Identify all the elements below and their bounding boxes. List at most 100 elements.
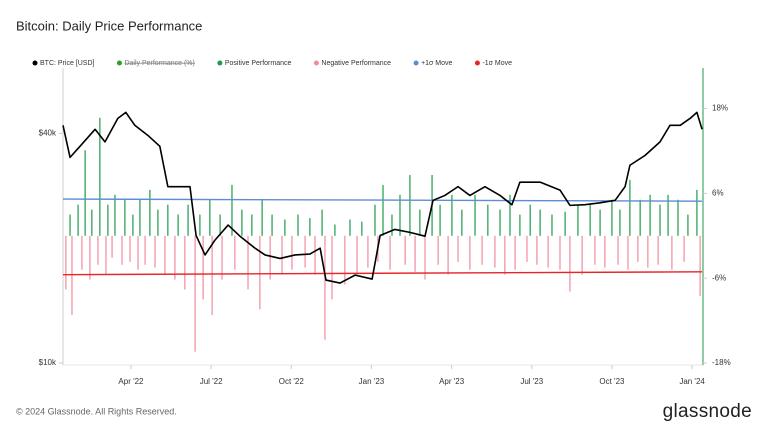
- y2-tick-label: -18%: [712, 358, 731, 367]
- performance-bar: [334, 224, 336, 236]
- copyright: © 2024 Glassnode. All Rights Reserved.: [16, 406, 177, 416]
- performance-bar: [71, 235, 73, 315]
- performance-bar: [84, 150, 86, 236]
- performance-bar: [529, 204, 531, 236]
- performance-bar: [65, 235, 67, 290]
- performance-bar: [199, 214, 201, 236]
- performance-bar: [174, 235, 176, 280]
- performance-bar: [97, 235, 99, 265]
- performance-bar: [309, 218, 311, 236]
- performance-bar: [564, 211, 566, 236]
- performance-bar: [494, 235, 496, 268]
- performance-bar: [77, 204, 79, 236]
- performance-bar: [382, 184, 384, 236]
- performance-bar: [231, 184, 233, 236]
- performance-bar: [424, 235, 426, 280]
- performance-bar: [487, 204, 489, 236]
- performance-bar: [569, 235, 571, 292]
- performance-bar: [611, 199, 613, 236]
- performance-bar: [297, 214, 299, 236]
- performance-bar: [457, 235, 459, 262]
- performance-bar: [324, 235, 326, 340]
- legend-marker: [217, 60, 223, 66]
- performance-bar: [139, 199, 141, 236]
- price-line: [62, 111, 703, 284]
- performance-bar: [639, 199, 641, 236]
- performance-bar: [105, 235, 107, 275]
- performance-bar: [111, 235, 113, 258]
- performance-bar: [209, 199, 211, 236]
- performance-bar: [414, 235, 416, 272]
- performance-bar: [526, 235, 528, 262]
- performance-bar: [469, 235, 471, 270]
- y2-tick-label: 6%: [712, 188, 724, 197]
- performance-bar: [594, 235, 596, 265]
- legend-label: BTC: Price [USD]: [40, 60, 95, 67]
- performance-bar: [637, 235, 639, 262]
- chart-title: Bitcoin: Daily Price Performance: [16, 18, 202, 33]
- performance-bar: [344, 235, 346, 285]
- performance-bar: [184, 235, 186, 290]
- performance-bar: [439, 204, 441, 236]
- performance-bar: [617, 235, 619, 265]
- performance-bar: [149, 189, 151, 236]
- performance-bar: [81, 235, 83, 270]
- performance-bar: [599, 209, 601, 236]
- performance-bar: [154, 235, 156, 268]
- x-tick-label: Oct '22: [279, 377, 305, 386]
- performance-bar: [251, 214, 253, 236]
- performance-bar: [499, 209, 501, 236]
- performance-bar: [202, 235, 204, 300]
- performance-bar: [551, 214, 553, 236]
- performance-bar: [447, 235, 449, 275]
- performance-bar: [671, 235, 673, 270]
- performance-bar: [114, 194, 116, 236]
- performance-bar: [167, 204, 169, 236]
- performance-bar: [349, 219, 351, 236]
- performance-bar: [331, 235, 333, 300]
- performance-bar: [409, 175, 411, 236]
- performance-bar: [269, 235, 271, 280]
- performance-bar: [259, 235, 261, 310]
- performance-bar: [399, 194, 401, 236]
- performance-bar: [164, 235, 166, 275]
- performance-bar: [519, 214, 521, 236]
- y-tick-label: $10k: [39, 358, 57, 367]
- performance-bar: [374, 204, 376, 236]
- performance-bar: [129, 235, 131, 262]
- performance-bar: [589, 204, 591, 236]
- y2-tick-label: 18%: [712, 104, 728, 113]
- performance-bar: [619, 209, 621, 236]
- performance-bar: [356, 235, 358, 275]
- performance-bar: [536, 235, 538, 265]
- performance-bar: [481, 235, 483, 265]
- performance-bar: [247, 235, 249, 290]
- performance-bar: [89, 235, 91, 280]
- performance-bar: [677, 199, 679, 236]
- x-tick-label: Jan '23: [359, 377, 385, 386]
- performance-bar: [361, 221, 363, 236]
- performance-bar: [577, 204, 579, 236]
- performance-bar: [91, 209, 93, 236]
- performance-bar: [271, 214, 273, 236]
- performance-bar: [281, 235, 283, 275]
- performance-bar: [389, 235, 391, 270]
- performance-bar: [69, 214, 71, 236]
- performance-bar: [659, 204, 661, 236]
- legend-marker: [413, 60, 419, 66]
- legend-label: Daily Performance (%): [124, 60, 194, 67]
- x-tick-label: Apr '23: [439, 377, 465, 386]
- performance-bar: [144, 235, 146, 265]
- x-tick-label: Jan '24: [679, 377, 705, 386]
- performance-bar: [547, 235, 549, 268]
- performance-bar: [627, 235, 629, 270]
- x-tick-label: Apr '22: [118, 377, 144, 386]
- performance-bar: [121, 235, 123, 265]
- performance-bar: [437, 235, 439, 265]
- performance-bar: [124, 199, 126, 236]
- x-tick-label: Jul '22: [200, 377, 223, 386]
- performance-bar: [321, 209, 323, 236]
- performance-bar: [504, 235, 506, 275]
